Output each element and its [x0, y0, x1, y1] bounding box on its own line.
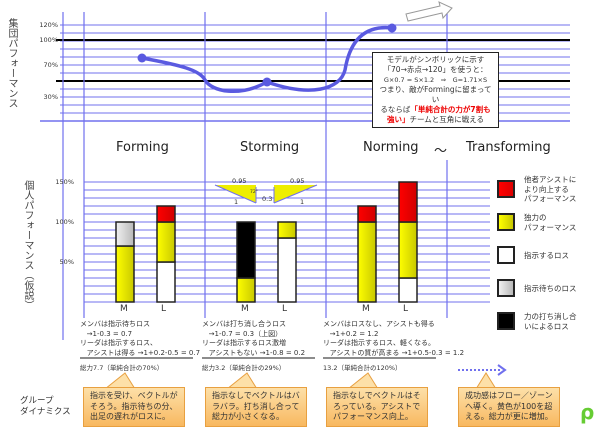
tick-100: 100% — [55, 218, 74, 226]
growth-arrow-icon — [405, 1, 453, 22]
stage-callout: 指示なしでベクトルはそ ろっている。アシストで パフォーマンス向上。 — [326, 387, 428, 427]
stage-note: メンバは指示待ちロス →1-0.3 = 0.7 リーダは指示するロス、 アシスト… — [80, 320, 201, 357]
curve-point — [387, 23, 397, 33]
tick-150: 150% — [55, 178, 74, 186]
bar-label: M — [120, 304, 128, 314]
bar-label: M — [362, 304, 370, 314]
vector-arrows — [214, 184, 318, 204]
group-dynamics-label: グループ ダイナミクス — [20, 396, 71, 417]
legend-label: 指示待ちのロス — [524, 284, 577, 293]
model-line: つまり、敵がFormingに留まってい — [379, 85, 492, 104]
tick-50: 50% — [59, 258, 74, 266]
legend-label: 他者アシストに より向上する パフォーマンス — [524, 175, 577, 203]
model-line: G×0.7 = S×1.2 ⇒ G=1.71×S — [383, 76, 488, 84]
bar-label: L — [403, 304, 409, 314]
bar-segment-independent — [156, 221, 176, 263]
bar-segment-independent — [236, 277, 256, 303]
legend-swatch-independent — [497, 213, 515, 231]
stage-total: 13.2（単純合計の120%） — [323, 364, 402, 372]
stage-title-forming: Forming — [116, 140, 169, 155]
model-line: るならば — [380, 105, 411, 114]
bar-segment-directing_loss — [277, 237, 297, 303]
legend-label: 独力の パフォーマンス — [524, 213, 577, 232]
tick-120: 120% — [39, 21, 58, 29]
bar-label: L — [161, 304, 167, 314]
legend-label: 力の打ち消し合 いによるロス — [524, 312, 577, 331]
group-axis-label: 集団パフォーマンス — [6, 18, 17, 108]
tick-30: 30% — [43, 93, 58, 101]
legend-swatch-directing_loss — [497, 246, 515, 264]
vector-value: 1 — [234, 198, 239, 206]
bar-segment-independent — [357, 221, 377, 303]
bar-segment-waiting_loss — [115, 221, 135, 247]
legend-swatch-cancel_loss — [497, 312, 515, 330]
curve-point — [137, 53, 147, 63]
vector-value: 0.3 — [262, 195, 273, 203]
stage-title-norming: Norming — [363, 140, 419, 155]
bar-segment-directing_loss — [156, 261, 176, 303]
stage-title-transforming: Transforming — [466, 140, 551, 155]
vector-value: 0.95 — [232, 177, 247, 185]
model-emphasis: 「単純合計の力が7割も — [410, 105, 491, 114]
bar-segment-assist — [357, 205, 377, 223]
legend-swatch-assist — [497, 180, 515, 198]
bar-segment-assist — [156, 205, 176, 223]
bar-segment-assist — [398, 181, 418, 223]
bar-label: M — [241, 304, 249, 314]
stage-callout: 指示なしでベクトルはバ ラバラ。打ち消し合って 総力が小さくなる。 — [205, 387, 307, 427]
stage-note: メンバは打ち消し合うロス →1-0.7 = 0.3（上図） リーダは指示するロス… — [202, 320, 306, 357]
bar-segment-independent — [277, 221, 297, 239]
stage-note: メンバはロスなし、アシストも得る →1+0.2 = 1.2 リーダは指示するロス… — [323, 320, 465, 357]
vector-value: 0.95 — [290, 177, 305, 185]
bar-segment-directing_loss — [398, 277, 418, 303]
model-line: 「70→赤点→120」を使うと： — [383, 65, 488, 74]
vector-value: 1 — [300, 198, 305, 206]
individual-axis-label: 個人パフォーマンス（仮説） — [22, 180, 33, 310]
bar-segment-cancel_loss — [236, 221, 256, 279]
arrow-head-icon — [497, 364, 507, 376]
model-line: モデルがシンボリックに示す — [386, 55, 485, 64]
vector-angle: 72° — [250, 190, 258, 195]
model-emphasis: 強い」 — [386, 115, 410, 124]
legend-swatch-waiting_loss — [497, 279, 515, 297]
stage-total: 総力7.7（単純合計の70%） — [80, 364, 164, 372]
bar-label: L — [282, 304, 288, 314]
sprout-logo-icon: ρ — [580, 400, 595, 424]
legend-label: 指示するロス — [524, 251, 569, 260]
tick-70: 70% — [43, 61, 58, 69]
stage-tilde: 〜 — [434, 144, 448, 159]
callout-transforming: 成功感はフロー／ゾーン へ導く。黄色が100を超 える。総力が更に増加。 — [458, 387, 560, 427]
stage-callout: 指示を受け、ベクトルが そろう。指示待ちの分、 出足の遅れがロスに。 — [83, 387, 185, 427]
stage-total: 総力3.2（単純合計の29%） — [202, 364, 286, 372]
curve-point — [262, 77, 272, 87]
bar-segment-independent — [115, 245, 135, 303]
stage-title-storming: Storming — [240, 140, 300, 155]
tick-100: 100% — [39, 36, 58, 44]
model-note-box: モデルがシンボリックに示す 「70→赤点→120」を使うと： G×0.7 = S… — [372, 52, 499, 128]
model-line: チームと互角に戦える — [409, 115, 485, 124]
bar-segment-independent — [398, 221, 418, 279]
